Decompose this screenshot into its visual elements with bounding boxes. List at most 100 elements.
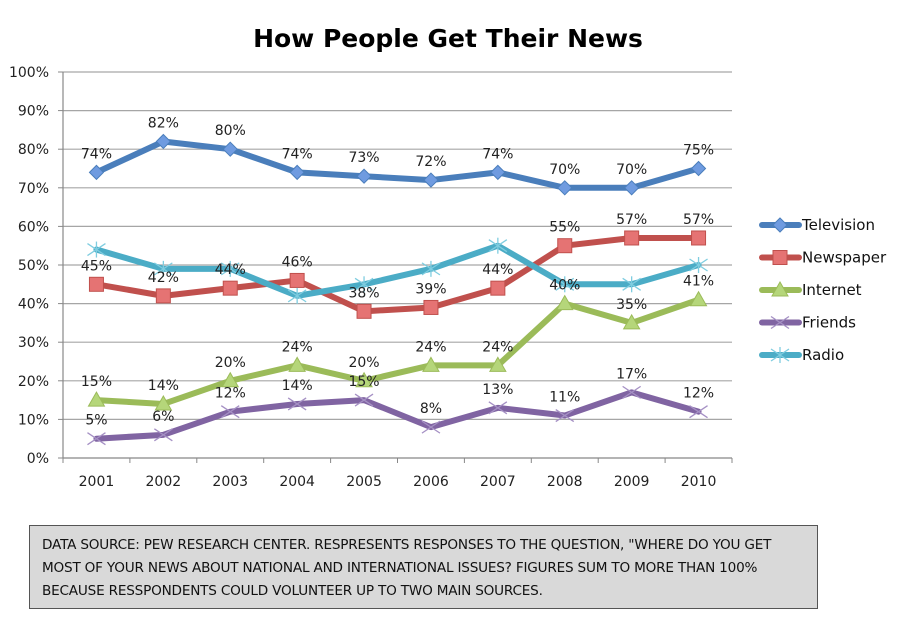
x-tick-label: 2010 <box>681 474 717 490</box>
internet-point <box>355 371 373 388</box>
newspaper-data-label: 45% <box>81 258 112 274</box>
legend-label: Friends <box>802 314 856 332</box>
legend-item-internet: Internet <box>759 280 862 299</box>
internet-data-label: 20% <box>348 355 379 371</box>
series-television <box>88 133 707 196</box>
newspaper-data-label: 44% <box>482 262 513 278</box>
internet-data-label: 24% <box>282 339 313 355</box>
friends-data-label: 14% <box>282 378 313 394</box>
television-data-label: 82% <box>148 115 179 131</box>
x-tick-label: 2006 <box>413 474 449 490</box>
axes: 0% 10% 20% 30% 40% 50% 60% 70% 80% 90% 100% 2001 200… <box>9 65 733 490</box>
friends-point <box>689 405 708 419</box>
newspaper-data-label: 42% <box>148 270 179 286</box>
internet-data-label: 41% <box>683 274 714 290</box>
newspaper-point <box>557 238 573 254</box>
data-labels: 74% 82% 80% 74% 73% 72% 74% 70% 70% 75% 45% 42% 44% 4… <box>81 115 714 428</box>
radio-point <box>689 257 708 273</box>
marker-stroke <box>287 397 307 411</box>
legend-marker <box>772 217 788 233</box>
y-tick-label: 90% <box>18 104 49 120</box>
television-data-label: 72% <box>415 154 446 170</box>
friends-point <box>287 397 307 411</box>
data-source-note: DATA SOURCE: PEW RESEARCH CENTER. RESPRE… <box>29 525 818 609</box>
internet-point <box>689 290 708 307</box>
friends-data-label: 13% <box>482 382 513 398</box>
legend-item-radio: Radio <box>759 346 844 364</box>
newspaper-data-label: 57% <box>616 212 647 228</box>
marker-stroke <box>622 385 642 399</box>
internet-data-label: 15% <box>81 374 112 390</box>
newspaper-point <box>624 230 640 246</box>
television-data-label: 80% <box>215 123 246 139</box>
x-tick-label: 2005 <box>346 474 382 490</box>
legend-marker <box>770 347 790 363</box>
y-tick-label: 30% <box>18 335 49 351</box>
television-point <box>690 160 707 177</box>
y-tick-label: 20% <box>18 374 49 390</box>
friends-line <box>93 389 702 442</box>
television-point <box>490 164 506 181</box>
x-tick-label: 2002 <box>146 474 182 490</box>
legend: Television Newspaper Internet Friends Radio <box>759 216 887 364</box>
marker-stroke <box>488 401 508 415</box>
series-friends <box>87 385 708 446</box>
series-internet <box>87 290 708 411</box>
newspaper-point <box>222 280 238 296</box>
newspaper-point <box>155 288 171 304</box>
radio-point <box>555 276 575 293</box>
marker-stroke <box>421 420 441 434</box>
television-data-label: 74% <box>81 146 112 162</box>
newspaper-point <box>289 272 305 288</box>
y-tick-label: 10% <box>18 412 49 428</box>
y-tick-label: 100% <box>9 65 49 81</box>
internet-point <box>555 294 574 311</box>
friends-data-label: 15% <box>348 374 379 390</box>
radio-point <box>421 260 441 277</box>
television-data-label: 70% <box>616 162 647 178</box>
television-point <box>356 168 372 184</box>
legend-item-newspaper: Newspaper <box>759 249 887 267</box>
legend-item-television: Television <box>759 216 875 234</box>
marker-stroke <box>770 315 790 330</box>
legend-label: Newspaper <box>802 249 887 267</box>
television-point <box>557 180 573 196</box>
internet-point <box>87 391 106 407</box>
radio-line <box>93 242 702 299</box>
radio-point <box>287 287 307 304</box>
y-tick-label: 60% <box>18 219 49 235</box>
legend-label: Internet <box>802 281 862 299</box>
radio-point <box>622 276 642 293</box>
legend-label: Television <box>801 216 875 234</box>
y-tick-label: 0% <box>27 451 49 467</box>
newspaper-point <box>356 303 372 319</box>
legend-marker <box>772 250 788 265</box>
internet-point <box>488 356 507 372</box>
internet-data-label: 24% <box>415 339 446 355</box>
newspaper-point <box>490 280 506 296</box>
legend-marker <box>770 315 790 330</box>
x-tick-label: 2003 <box>212 474 248 490</box>
marker-stroke <box>153 428 173 442</box>
television-point <box>423 172 439 188</box>
internet-point <box>154 394 173 411</box>
internet-data-label: 35% <box>616 297 647 313</box>
radio-point <box>220 260 240 277</box>
internet-data-label: 40% <box>549 278 580 294</box>
x-tick-label: 2004 <box>279 474 315 490</box>
x-tick-label: 2009 <box>614 474 650 490</box>
radio-point <box>87 241 106 258</box>
television-data-label: 74% <box>482 146 513 162</box>
friends-point <box>555 408 575 423</box>
friends-point <box>220 405 240 419</box>
series-newspaper <box>88 230 707 319</box>
television-data-label: 75% <box>683 143 714 159</box>
friends-point <box>488 401 508 415</box>
internet-point <box>422 356 440 372</box>
radio-point <box>153 260 173 277</box>
marker-stroke <box>354 393 374 407</box>
television-data-label: 73% <box>348 150 379 166</box>
chart-title: How People Get Their News <box>253 24 643 53</box>
radio-point <box>354 276 374 293</box>
